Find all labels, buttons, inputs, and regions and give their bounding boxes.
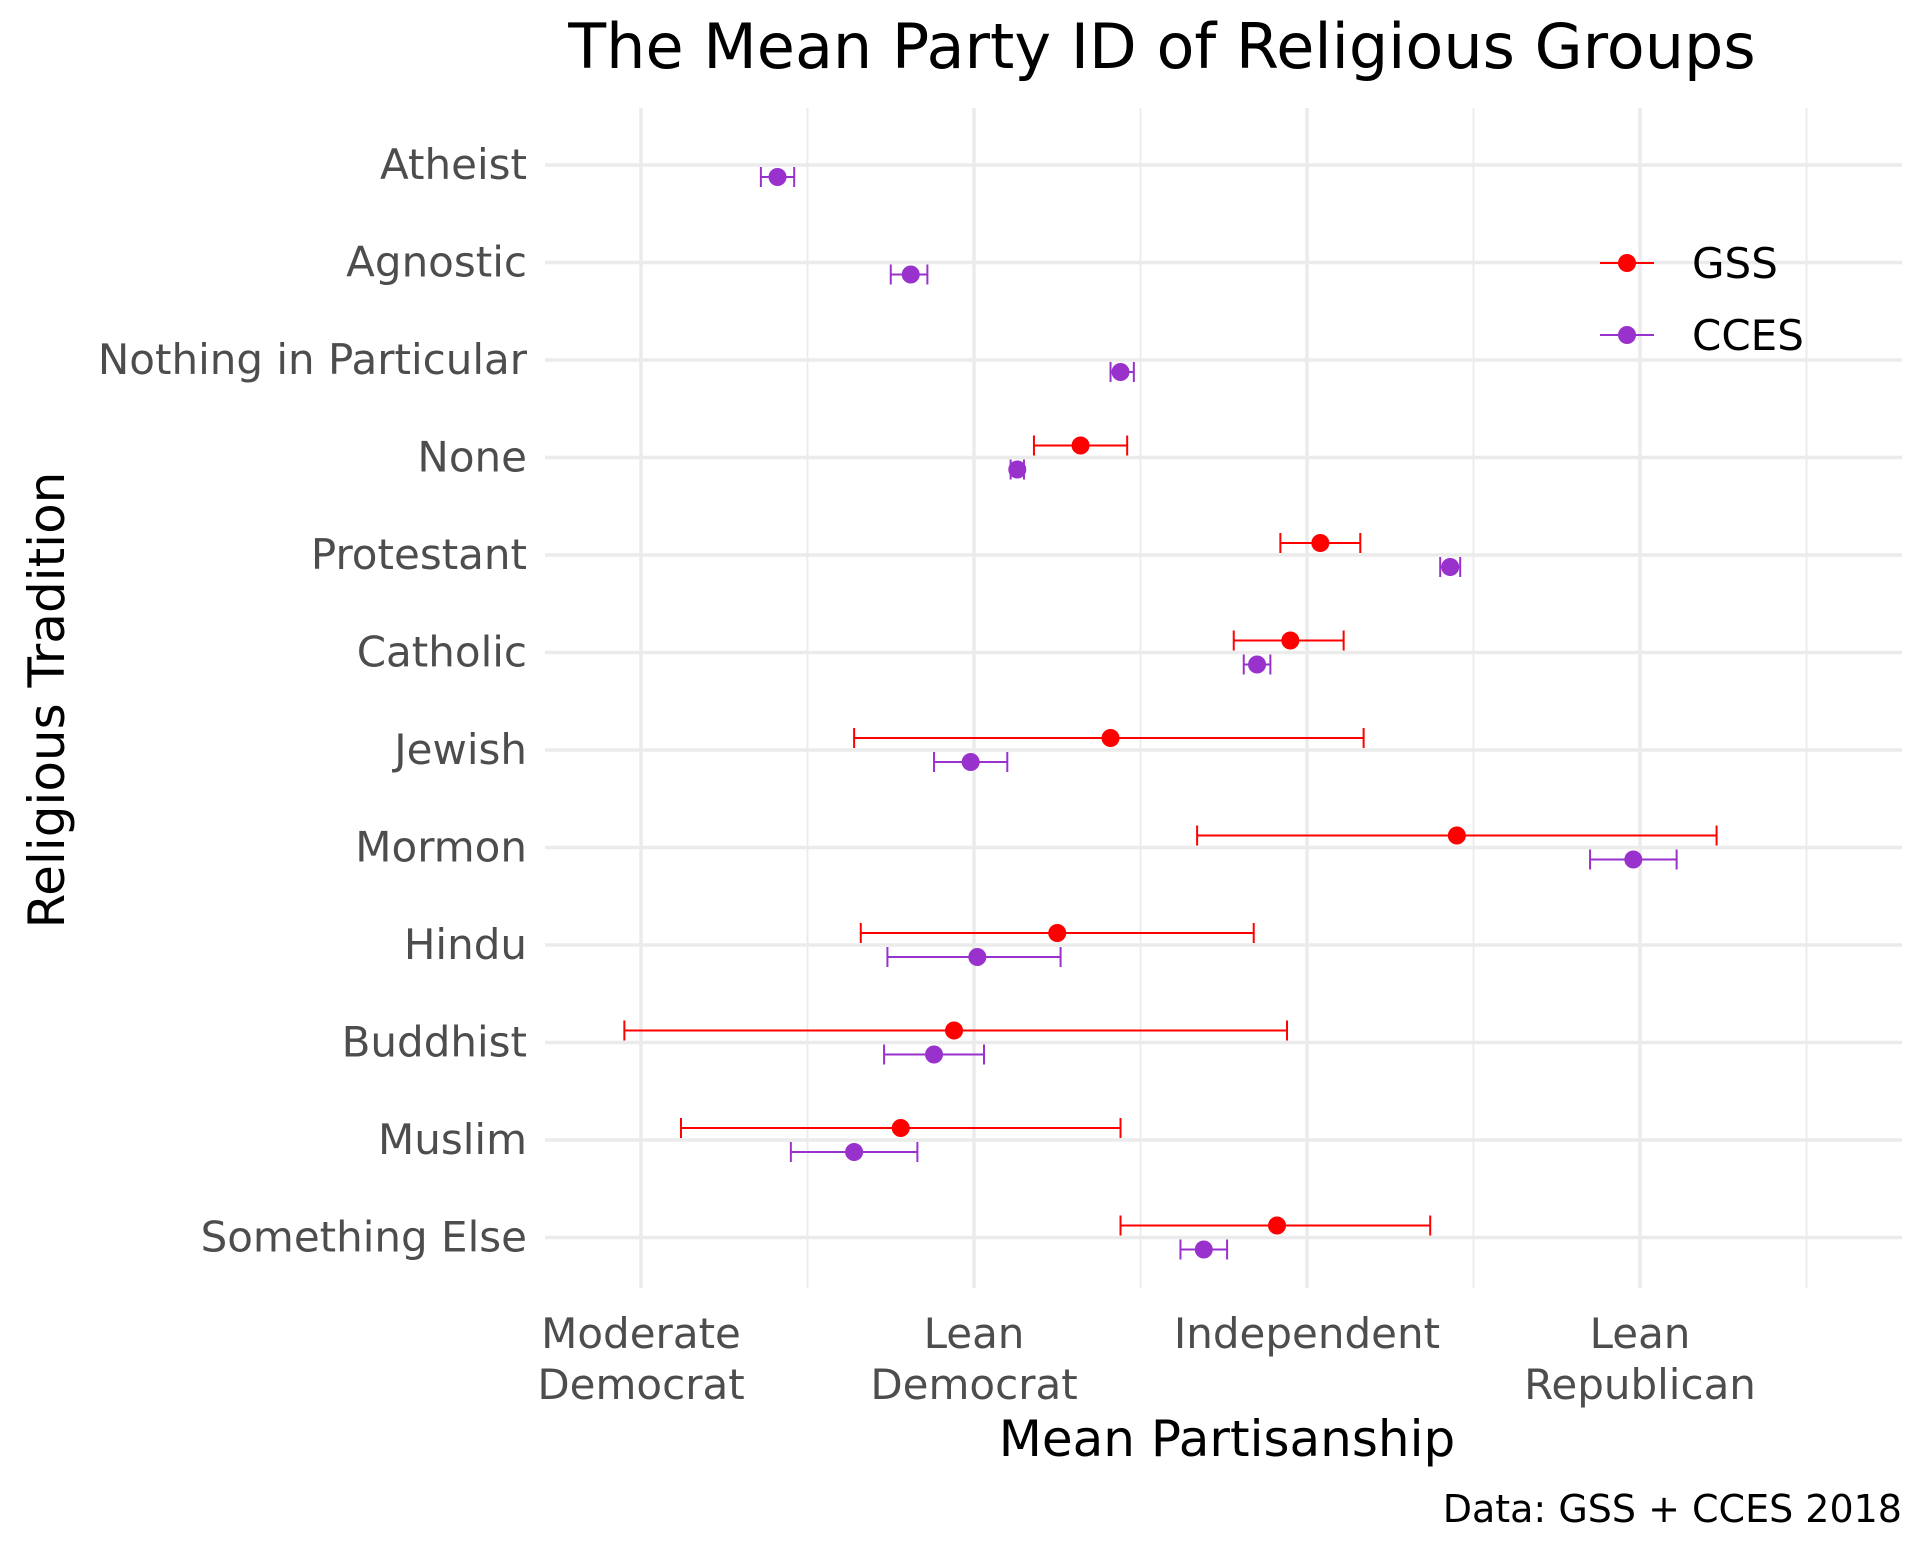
errorbar-group-cces-agnostic (889, 264, 929, 285)
errorbar-group-cces-something-else (1179, 1239, 1229, 1260)
legend-entry-cces: CCES (1600, 311, 1804, 360)
errorbar-group-cces-buddhist (883, 1044, 985, 1065)
point-gss-buddhist (945, 1021, 964, 1040)
y-axis: Atheist Agnostic Nothing in Particular None… (98, 140, 528, 1262)
legend-key-point-gss (1618, 254, 1636, 272)
chart-caption: Data: GSS + CCES 2018 (1443, 1487, 1902, 1531)
point-cces-buddhist (925, 1045, 944, 1064)
point-cces-jewish (961, 753, 980, 771)
y-tick-label-muslim: Muslim (378, 1115, 527, 1164)
point-gss-catholic (1281, 631, 1300, 650)
point-gss-none (1071, 436, 1090, 455)
point-cces-something-else (1194, 1240, 1213, 1259)
point-cces-protestant (1441, 558, 1460, 576)
legend-entry-gss: GSS (1600, 239, 1778, 288)
errorbar-group-cces-mormon (1589, 849, 1678, 870)
legend-key-point-cces (1618, 326, 1636, 344)
plot-marks (623, 167, 1718, 1260)
point-gss-something-else (1268, 1216, 1287, 1235)
x-tick-label-lean-democrat: Lean Democrat (870, 1309, 1077, 1409)
y-tick-label-none: None (417, 433, 527, 482)
legend-label-cces: CCES (1692, 311, 1804, 360)
grid (545, 108, 1902, 1288)
point-gss-muslim (891, 1119, 910, 1137)
point-gss-hindu (1048, 924, 1067, 942)
x-tick-label-lean-republican: Lean Republican (1524, 1309, 1756, 1409)
y-tick-label-hindu: Hindu (404, 920, 527, 969)
point-cces-hindu (968, 948, 987, 966)
errorbar-group-cces-jewish (933, 752, 1009, 772)
y-tick-label-mormon: Mormon (355, 823, 527, 872)
errorbar-group-cces-nothing-in-particular (1109, 362, 1135, 382)
errorbar-group-gss-something-else (1119, 1215, 1432, 1236)
chart-title: The Mean Party ID of Religious Groups (567, 10, 1755, 83)
point-gss-protestant (1311, 534, 1330, 552)
errorbar-group-cces-hindu (886, 947, 1062, 967)
errorbar-group-cces-muslim (789, 1142, 919, 1162)
y-tick-label-something-else: Something Else (201, 1213, 527, 1262)
point-cces-nothing-in-particular (1111, 363, 1130, 381)
errorbar-group-gss-buddhist (623, 1020, 1289, 1041)
point-cces-muslim (845, 1143, 864, 1161)
x-axis-title: Mean Partisanship (999, 1410, 1455, 1468)
legend: GSS CCES (1600, 239, 1804, 360)
x-axis: Moderate Democrat Lean Democrat Independent L… (537, 1309, 1756, 1409)
point-cces-catholic (1248, 655, 1267, 674)
errorbar-group-gss-catholic (1232, 630, 1345, 651)
errorbar-group-cces-none (1008, 459, 1027, 480)
errorbar-group-gss-none (1032, 435, 1129, 456)
errorbar-group-gss-mormon (1196, 825, 1718, 846)
errorbar-group-cces-atheist (759, 167, 796, 187)
errorbar-group-gss-jewish (853, 728, 1365, 748)
y-tick-label-buddhist: Buddhist (342, 1018, 527, 1067)
y-tick-label-jewish: Jewish (391, 725, 527, 774)
point-gss-mormon (1447, 826, 1466, 845)
y-tick-label-atheist: Atheist (380, 140, 527, 189)
errorbar-group-gss-hindu (859, 923, 1255, 943)
errorbar-group-cces-catholic (1242, 654, 1272, 675)
x-tick-label-independent: Independent (1174, 1309, 1440, 1358)
errorbar-group-gss-muslim (679, 1118, 1122, 1138)
legend-label-gss: GSS (1692, 239, 1778, 288)
y-axis-title: Religious Tradition (18, 472, 76, 929)
y-tick-label-agnostic: Agnostic (346, 238, 527, 287)
point-cces-atheist (768, 168, 787, 186)
y-tick-label-nothing-in-particular: Nothing in Particular (98, 335, 528, 384)
point-cces-agnostic (901, 265, 920, 284)
x-tick-label-moderate-democrat: Moderate Democrat (537, 1309, 744, 1409)
errorbar-group-cces-protestant (1439, 557, 1462, 577)
y-tick-label-protestant: Protestant (311, 530, 527, 579)
point-cces-none (1008, 460, 1027, 479)
point-gss-jewish (1101, 729, 1120, 747)
y-tick-label-catholic: Catholic (357, 628, 527, 677)
errorbar-group-gss-protestant (1279, 533, 1362, 553)
point-cces-mormon (1624, 850, 1643, 869)
